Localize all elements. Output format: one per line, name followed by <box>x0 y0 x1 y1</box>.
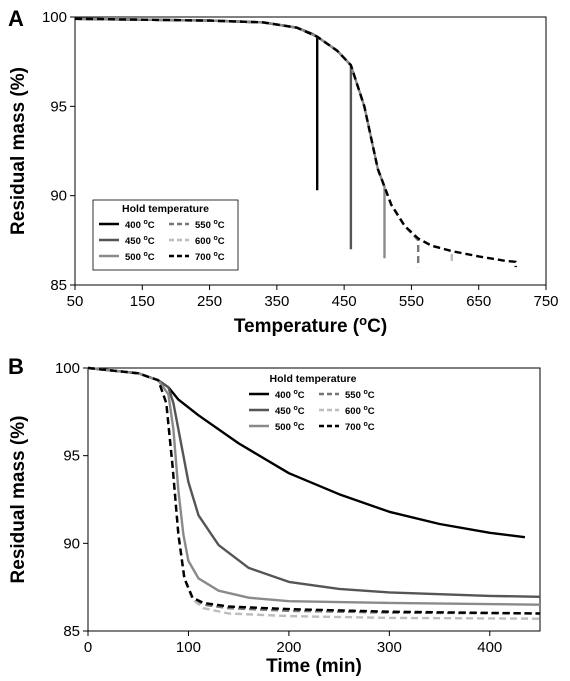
y-tick-label: 85 <box>63 623 80 640</box>
y-tick-label: 85 <box>50 277 67 294</box>
series-group <box>87 366 541 620</box>
text-part: 600 <box>195 236 214 247</box>
panel-label: A <box>8 6 24 31</box>
text-part: C <box>298 390 305 401</box>
legend-entry-label: 400 oC <box>275 389 305 401</box>
x-tick-label: 350 <box>264 293 289 310</box>
text-part: 550 <box>345 390 364 401</box>
text-part: C <box>218 220 225 231</box>
legend-frame <box>92 199 239 271</box>
chart-panel-b: B 0 100 200 300 400 85 90 95 100 Time (min) Residua… <box>8 354 541 677</box>
y-tick-label: 95 <box>63 448 80 465</box>
x-tick-label: 50 <box>67 293 84 310</box>
x-tick-label: 250 <box>197 293 222 310</box>
text-part: o <box>294 421 298 428</box>
text-part: o <box>214 251 218 258</box>
legend-entry-label: 500 oC <box>275 421 305 433</box>
legend-entry-label: 700 oC <box>345 421 375 433</box>
legend-entry-label: 600 oC <box>345 405 375 417</box>
series-line <box>87 366 541 598</box>
x-tick-label: 400 <box>477 639 502 656</box>
text-part: 450 <box>275 406 294 417</box>
text-part: C <box>298 422 305 433</box>
text-part: o <box>144 251 148 258</box>
text-part: o <box>214 235 218 242</box>
text-part: 400 <box>125 220 144 231</box>
text-part: 600 <box>345 406 364 417</box>
x-tick-label: 100 <box>176 639 201 656</box>
text-part: o <box>364 389 368 396</box>
legend-entry-label: 400 oC <box>125 219 155 231</box>
x-tick-label: 200 <box>276 639 301 656</box>
text-part: C <box>218 252 225 263</box>
text-part: o <box>359 313 367 328</box>
text-part: C <box>368 406 375 417</box>
x-tick-label: 150 <box>130 293 155 310</box>
text-part: 500 <box>275 422 294 433</box>
y-axis-title: Residual mass (%) <box>8 416 29 584</box>
series-line <box>74 17 319 191</box>
text-part: 450 <box>125 236 144 247</box>
text-part: C) <box>367 316 387 337</box>
series-line <box>74 17 517 268</box>
text-part: C <box>368 390 375 401</box>
text-part: C <box>368 422 375 433</box>
x-axis-title: Time (min) <box>266 656 362 677</box>
text-part: o <box>144 235 148 242</box>
text-part: 700 <box>345 422 364 433</box>
legend-title: Hold temperature <box>270 373 357 385</box>
legend-entry-label: 450 oC <box>125 235 155 247</box>
text-part: 550 <box>195 220 214 231</box>
text-part: o <box>214 219 218 226</box>
text-part: Temperature ( <box>234 316 360 337</box>
text-part: C <box>148 236 155 247</box>
plot-area-frame <box>87 367 541 632</box>
series-group <box>74 17 517 268</box>
series-line <box>87 366 541 620</box>
y-tick-label: 100 <box>55 360 80 377</box>
chart-panel-a: A 50 150 250 350 450 550 650 750 85 90 95 100 Tempera… <box>8 6 559 337</box>
x-tick-label: 550 <box>399 293 424 310</box>
legend-entry-label: 550 oC <box>195 219 225 231</box>
x-tick-label: 650 <box>466 293 491 310</box>
text-part: o <box>294 389 298 396</box>
series-line <box>87 366 541 606</box>
legend-entry-label: 600 oC <box>195 235 225 247</box>
legend-entry-label: 550 oC <box>345 389 375 401</box>
x-tick-label: 0 <box>84 639 92 656</box>
text-part: 500 <box>125 252 144 263</box>
legend-entry-label: 450 oC <box>275 405 305 417</box>
legend-entry-label: 700 oC <box>195 251 225 263</box>
x-tick-label: 450 <box>332 293 357 310</box>
x-tick-label: 300 <box>377 639 402 656</box>
panel-label: B <box>8 354 24 379</box>
series-line <box>87 366 541 615</box>
text-part: o <box>364 421 368 428</box>
text-part: o <box>144 219 148 226</box>
text-part: 400 <box>275 390 294 401</box>
y-tick-label: 100 <box>42 9 67 26</box>
series-line <box>87 366 541 615</box>
legend-title: Hold temperature <box>122 203 209 215</box>
plot-area-frame <box>74 16 547 286</box>
text-part: o <box>294 405 298 412</box>
x-axis-title: Temperature (oC) <box>234 313 387 337</box>
text-part: o <box>364 405 368 412</box>
series-line <box>87 366 526 539</box>
text-part: C <box>218 236 225 247</box>
x-tick-label: 750 <box>533 293 558 310</box>
y-tick-label: 90 <box>63 535 80 552</box>
legend-entry-label: 500 oC <box>125 251 155 263</box>
text-part: C <box>148 220 155 231</box>
text-part: C <box>298 406 305 417</box>
text-part: C <box>148 252 155 263</box>
y-axis-title: Residual mass (%) <box>8 67 29 235</box>
y-tick-label: 95 <box>50 98 67 115</box>
text-part: Time (min) <box>266 656 362 677</box>
y-tick-label: 90 <box>50 188 67 205</box>
text-part: 700 <box>195 252 214 263</box>
